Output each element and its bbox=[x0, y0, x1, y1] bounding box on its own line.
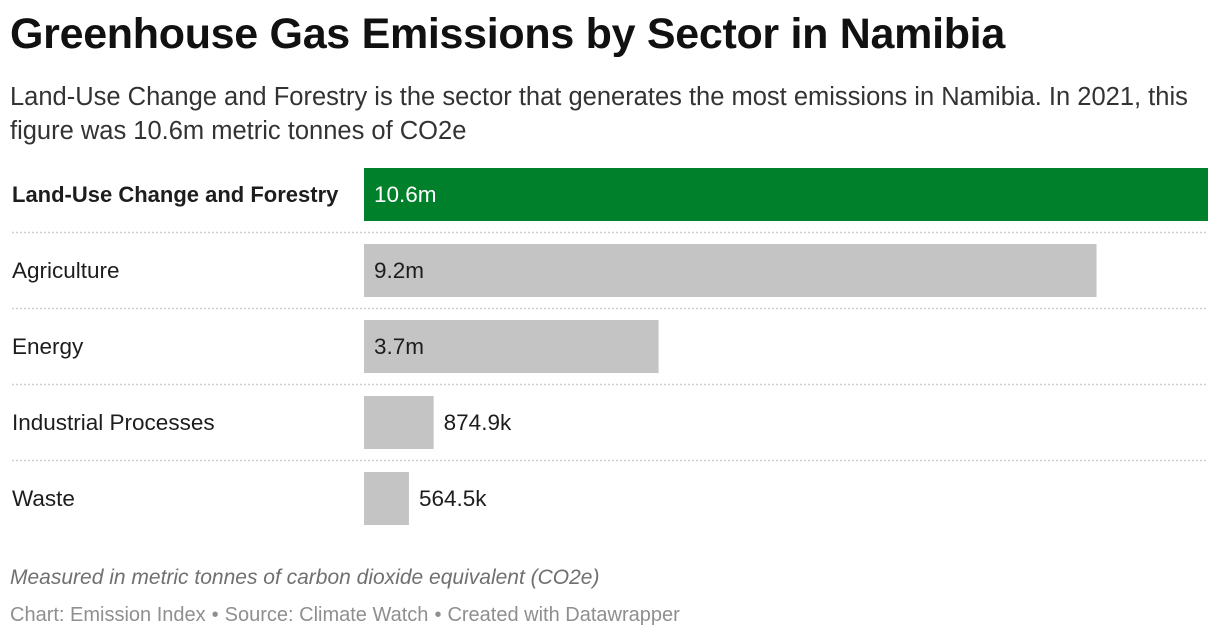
category-label: Energy bbox=[12, 334, 84, 359]
category-label: Land-Use Change and Forestry bbox=[12, 182, 339, 207]
bar bbox=[364, 396, 434, 449]
value-label: 874.9k bbox=[444, 410, 512, 435]
category-label: Agriculture bbox=[12, 258, 120, 283]
value-label: 10.6m bbox=[374, 182, 437, 207]
created-with-credit: Created with Datawrapper bbox=[447, 604, 680, 626]
bar bbox=[364, 320, 659, 373]
bar bbox=[364, 168, 1208, 221]
value-label: 9.2m bbox=[374, 258, 424, 283]
bar bbox=[364, 472, 409, 525]
chart-subtitle: Land-Use Change and Forestry is the sect… bbox=[10, 83, 1188, 145]
chart-footer: Chart: Emission Index • Source: Climate Wa… bbox=[10, 604, 680, 627]
category-label: Waste bbox=[12, 486, 75, 511]
bar bbox=[364, 244, 1097, 297]
footer-separator: • bbox=[211, 604, 219, 626]
chart-credit: Chart: Emission Index bbox=[10, 604, 206, 626]
value-label: 564.5k bbox=[419, 486, 487, 511]
chart-title: Greenhouse Gas Emissions by Sector in Na… bbox=[10, 10, 1005, 58]
footer-separator: • bbox=[434, 604, 442, 626]
chart-notes: Measured in metric tonnes of carbon diox… bbox=[10, 566, 600, 589]
bar-chart: Land-Use Change and Forestry 10.6m Agricul… bbox=[12, 168, 1208, 525]
value-label: 3.7m bbox=[374, 334, 424, 359]
source-credit: Source: Climate Watch bbox=[224, 604, 429, 626]
category-label: Industrial Processes bbox=[12, 410, 215, 435]
